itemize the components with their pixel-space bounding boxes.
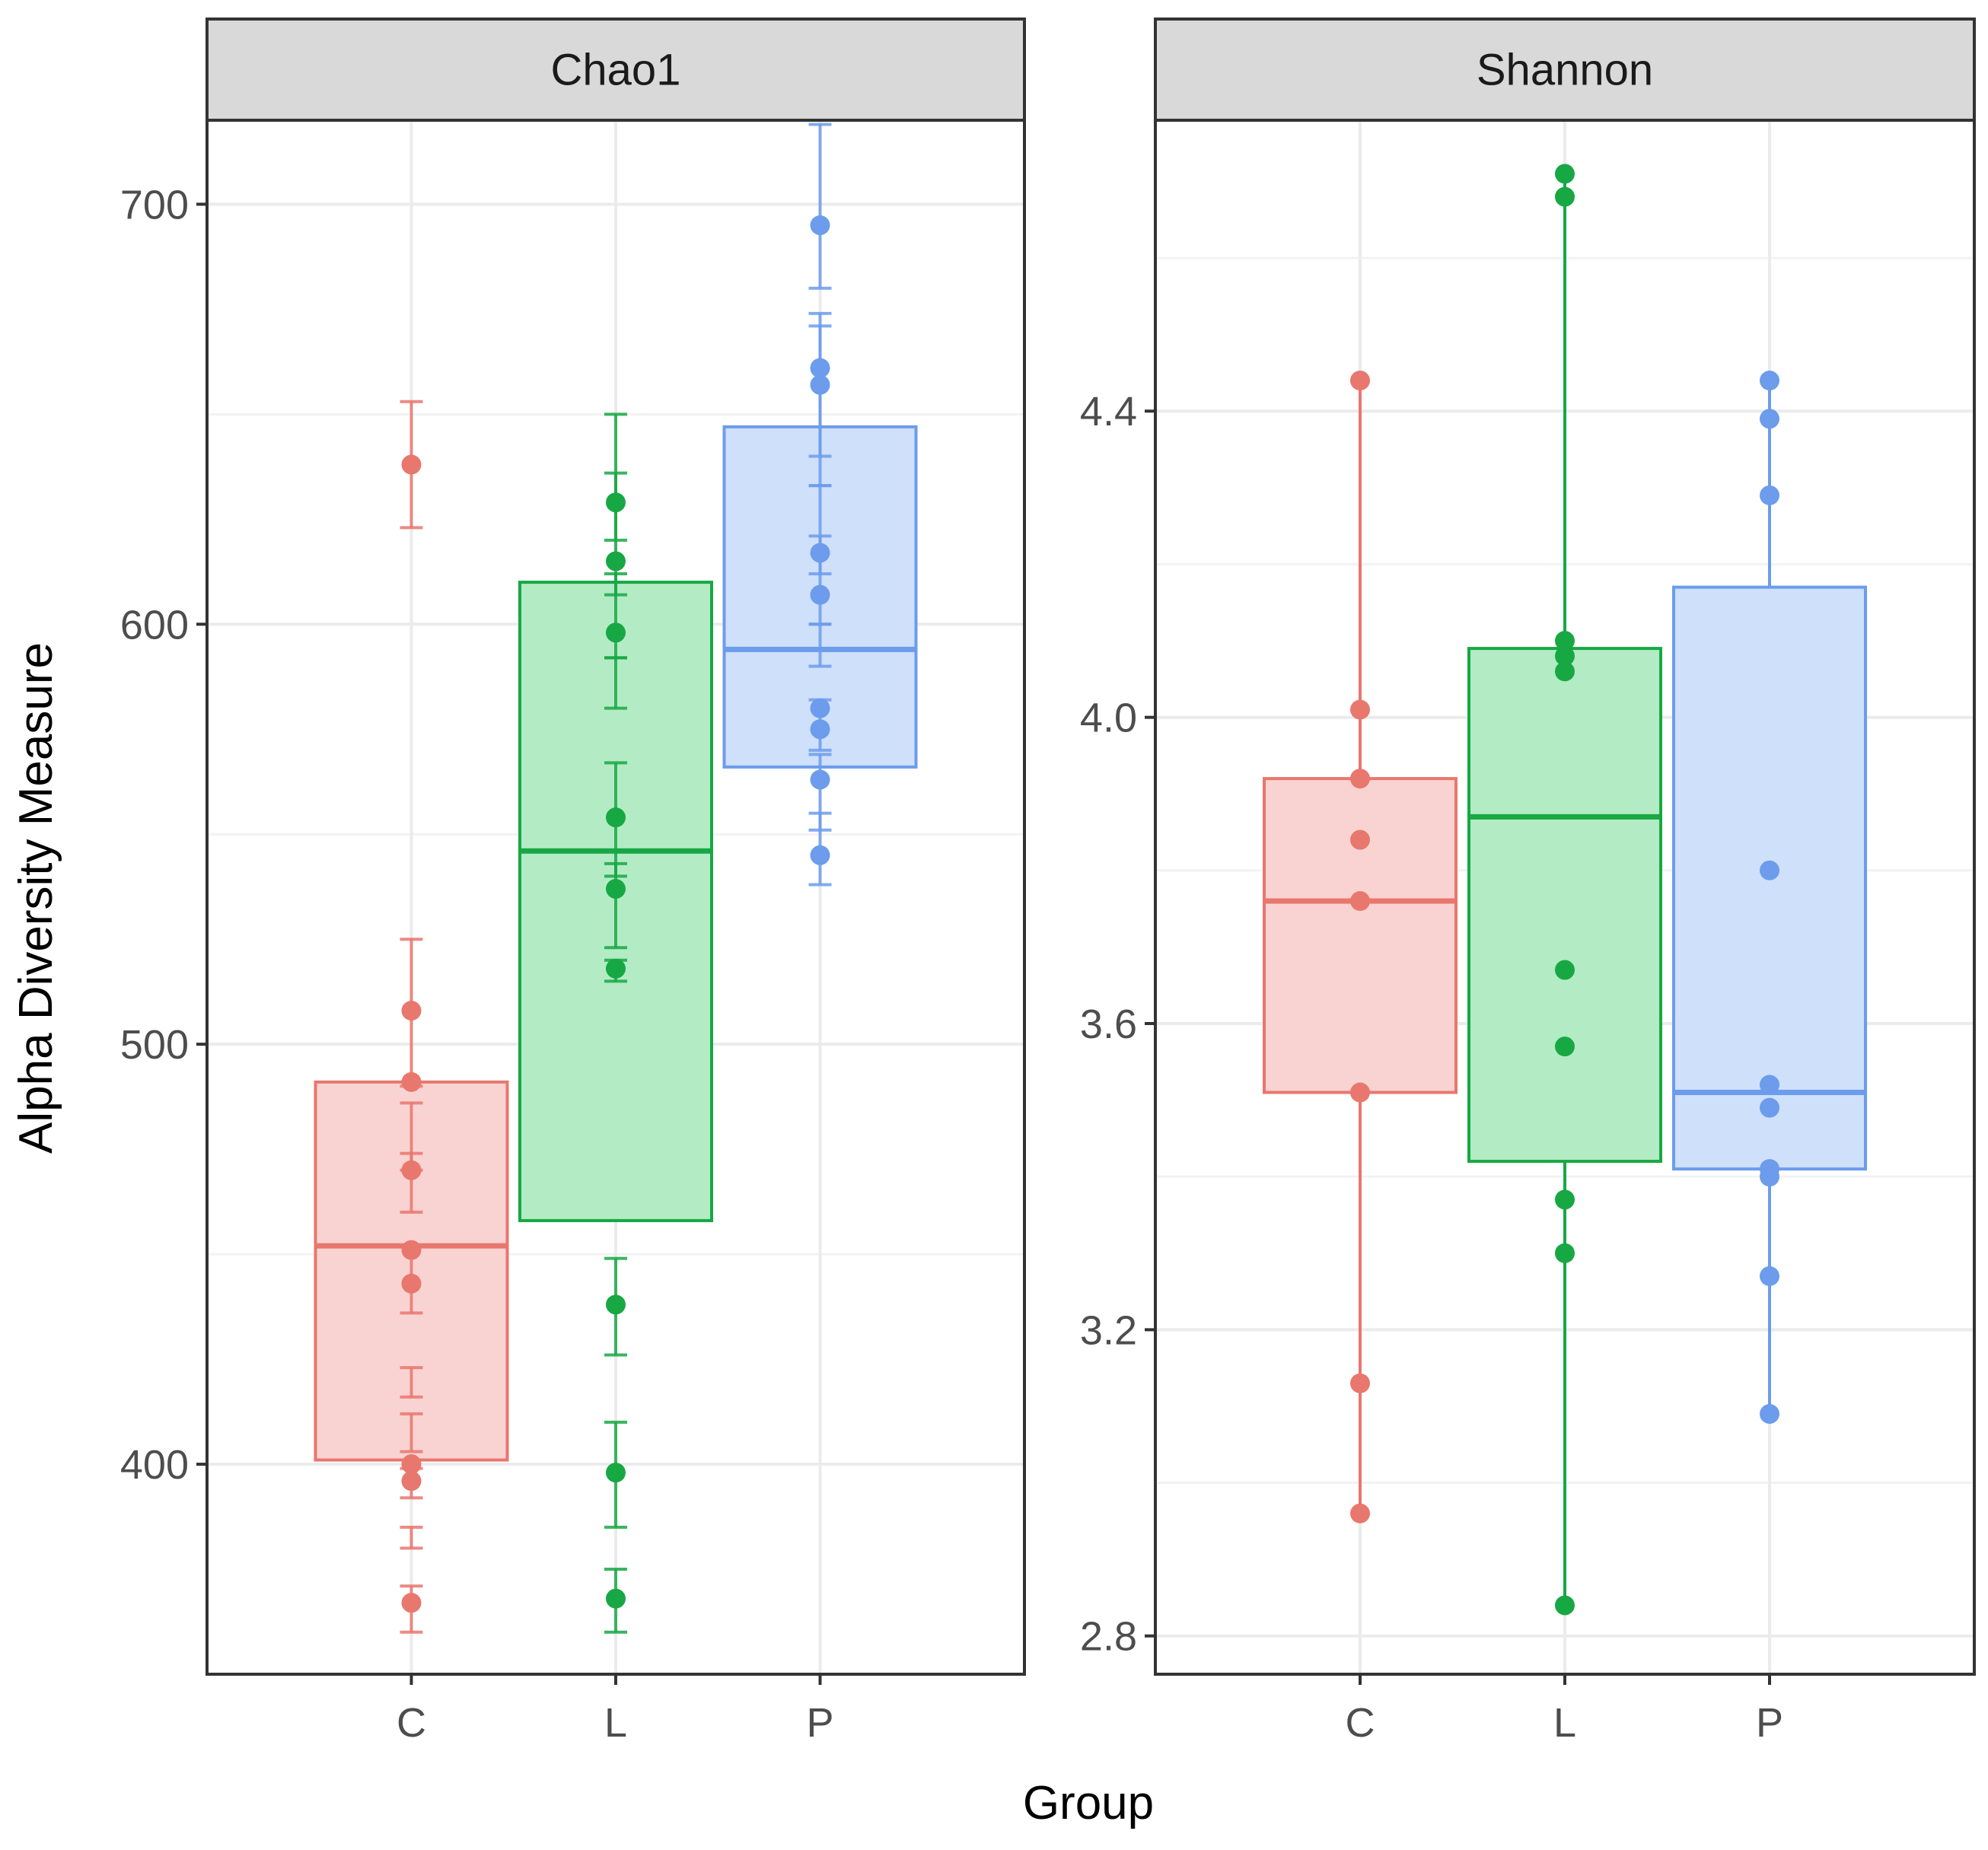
- facet-strip: [1154, 18, 1976, 122]
- data-point-l: [606, 492, 626, 513]
- data-point-l: [606, 1294, 626, 1315]
- data-point-p: [810, 845, 830, 865]
- data-point-c: [401, 1001, 422, 1021]
- data-point-l: [1555, 164, 1575, 184]
- data-point-l: [606, 807, 626, 828]
- y-tick-label: 700: [120, 182, 189, 228]
- y-tick-label: 4.4: [1080, 389, 1137, 435]
- y-tick-label: 2.8: [1080, 1614, 1137, 1660]
- x-tick-label: L: [604, 1700, 627, 1746]
- data-point-c: [1350, 699, 1370, 720]
- panel-chao1: Chao1 400 500 600 700 C L P: [120, 18, 1026, 1746]
- data-point-c: [1350, 829, 1370, 850]
- data-point-p: [810, 543, 830, 563]
- box-c: [1263, 777, 1458, 1094]
- data-point-p: [1760, 860, 1779, 880]
- facet-strip-label: Shannon: [1477, 46, 1653, 95]
- data-point-c: [1350, 1503, 1370, 1524]
- data-point-l: [1555, 1243, 1575, 1263]
- data-point-l: [606, 878, 626, 899]
- data-point-c: [1350, 1082, 1370, 1103]
- data-point-p: [810, 719, 830, 740]
- data-point-l: [606, 623, 626, 643]
- data-point-l: [606, 1588, 626, 1609]
- data-point-c: [401, 1240, 422, 1260]
- data-point-l: [1555, 1036, 1575, 1057]
- data-point-p: [1760, 1097, 1779, 1118]
- data-point-l: [1555, 631, 1575, 651]
- data-point-c: [1350, 891, 1370, 912]
- data-point-p: [1760, 1167, 1779, 1187]
- facet-strip-label: Chao1: [551, 46, 681, 95]
- y-tick-label: 3.2: [1080, 1307, 1137, 1353]
- data-point-p: [810, 215, 830, 235]
- data-point-p: [1760, 485, 1779, 505]
- data-point-p: [1760, 1403, 1779, 1424]
- data-point-l: [1555, 646, 1575, 667]
- y-tick-label: 4.0: [1080, 696, 1137, 741]
- data-point-c: [401, 1471, 422, 1492]
- data-point-p: [1760, 1075, 1779, 1095]
- data-point-c: [401, 454, 422, 475]
- data-point-p: [810, 584, 830, 605]
- data-point-c: [401, 1593, 422, 1613]
- y-tick-label: 3.6: [1080, 1001, 1137, 1047]
- y-tick-label: 400: [120, 1442, 189, 1488]
- y-axis-title: Alpha Diversity Measure: [10, 642, 62, 1154]
- box-l: [1467, 647, 1662, 1164]
- facet-strip: [205, 18, 1026, 122]
- x-tick-label: P: [806, 1700, 833, 1746]
- panel-shannon: Shannon 2.8 3.2 3.6 4.0 4.4 C L P: [1080, 18, 1976, 1746]
- data-point-p: [1760, 409, 1779, 429]
- data-point-p: [1760, 1266, 1779, 1286]
- data-point-p: [1760, 371, 1779, 391]
- x-tick-label: P: [1756, 1700, 1783, 1746]
- data-point-l: [1555, 1189, 1575, 1210]
- data-point-c: [1350, 1373, 1370, 1393]
- data-point-c: [1350, 769, 1370, 789]
- facet-panels: Chao1 400 500 600 700 C L P Shannon 2.8 3.2 3.6 4.0 4…: [120, 18, 1976, 1746]
- data-point-p: [810, 374, 830, 395]
- x-tick-label: L: [1553, 1700, 1576, 1746]
- data-point-l: [1555, 661, 1575, 682]
- data-point-c: [401, 1160, 422, 1180]
- data-point-l: [606, 551, 626, 572]
- y-tick-label: 600: [120, 602, 189, 648]
- data-point-c: [401, 1273, 422, 1294]
- data-point-l: [606, 958, 626, 979]
- data-point-p: [810, 698, 830, 718]
- data-point-c: [1350, 371, 1370, 391]
- x-tick-label: C: [397, 1700, 426, 1746]
- data-point-l: [606, 1463, 626, 1483]
- data-point-l: [1555, 960, 1575, 980]
- x-tick-label: C: [1346, 1700, 1375, 1746]
- data-point-p: [810, 358, 830, 378]
- data-point-l: [1555, 1595, 1575, 1616]
- data-point-c: [401, 1071, 422, 1092]
- data-point-p: [810, 769, 830, 790]
- data-point-c: [401, 1454, 422, 1475]
- y-tick-label: 500: [120, 1022, 189, 1068]
- x-axis-title: Group: [1023, 1777, 1154, 1829]
- data-point-l: [1555, 186, 1575, 207]
